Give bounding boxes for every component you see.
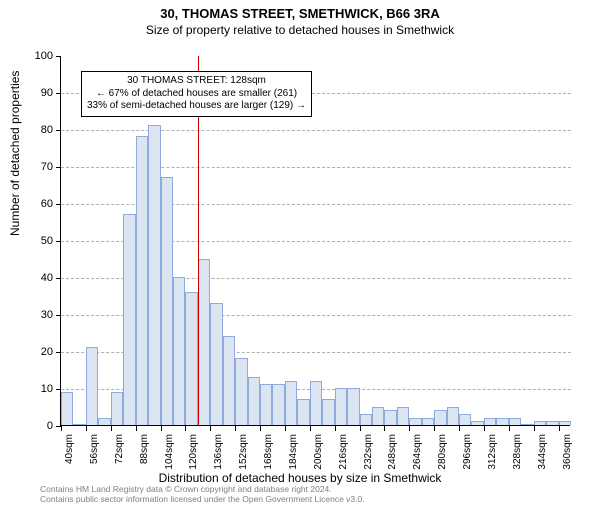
x-tick-label: 88sqm <box>139 404 150 434</box>
x-tick <box>484 426 485 431</box>
y-tick-label: 40 <box>21 272 53 284</box>
x-tick-label: 152sqm <box>238 398 249 434</box>
x-tick-label: 168sqm <box>263 398 274 434</box>
histogram-bar <box>397 407 409 426</box>
y-tick-label: 60 <box>21 198 53 210</box>
x-tick-label: 328sqm <box>512 398 523 434</box>
gridline <box>61 130 571 131</box>
annotation-line-1: 30 THOMAS STREET: 128sqm <box>127 75 266 86</box>
y-tick-label: 90 <box>21 87 53 99</box>
x-tick-label: 248sqm <box>387 398 398 434</box>
histogram-bar <box>161 177 173 425</box>
histogram-bar <box>272 384 284 425</box>
page-subtitle: Size of property relative to detached ho… <box>0 23 600 37</box>
y-tick <box>56 352 61 353</box>
x-tick <box>235 426 236 431</box>
y-tick-label: 70 <box>21 161 53 173</box>
histogram-bar <box>98 418 110 425</box>
histogram-bar <box>198 259 210 426</box>
y-tick-label: 50 <box>21 235 53 247</box>
x-tick <box>509 426 510 431</box>
y-tick-label: 100 <box>21 50 53 62</box>
histogram-bar <box>322 399 334 425</box>
footer-line-1: Contains HM Land Registry data © Crown c… <box>40 484 332 494</box>
x-tick <box>459 426 460 431</box>
x-tick-label: 72sqm <box>114 404 125 434</box>
y-tick <box>56 315 61 316</box>
footer-attribution: Contains HM Land Registry data © Crown c… <box>0 484 600 504</box>
histogram-bar <box>471 421 483 425</box>
histogram-bar <box>148 125 160 425</box>
plot-area: 010203040506070809010040sqm56sqm72sqm88s… <box>60 56 570 426</box>
histogram-bar <box>297 399 309 425</box>
x-tick <box>534 426 535 431</box>
y-tick-label: 80 <box>21 124 53 136</box>
x-tick-label: 360sqm <box>562 398 573 434</box>
histogram-bar <box>223 336 235 425</box>
y-tick <box>56 130 61 131</box>
histogram-bar <box>447 407 459 426</box>
x-tick-label: 104sqm <box>164 398 175 434</box>
y-tick-label: 20 <box>21 346 53 358</box>
x-tick-label: 344sqm <box>537 398 548 434</box>
histogram-bar <box>136 136 148 425</box>
x-tick-label: 200sqm <box>313 398 324 434</box>
y-tick-label: 10 <box>21 383 53 395</box>
x-tick <box>185 426 186 431</box>
x-tick-label: 184sqm <box>288 398 299 434</box>
annotation-box: 30 THOMAS STREET: 128sqm ← 67% of detache… <box>81 71 312 117</box>
annotation-line-3: 33% of semi-detached houses are larger (… <box>87 100 306 111</box>
x-tick <box>360 426 361 431</box>
x-tick <box>559 426 560 431</box>
x-tick-label: 296sqm <box>462 398 473 434</box>
histogram-bar <box>422 418 434 425</box>
x-tick-label: 56sqm <box>89 404 100 434</box>
x-tick-label: 312sqm <box>487 398 498 434</box>
x-tick <box>136 426 137 431</box>
y-tick-label: 0 <box>21 420 53 432</box>
x-tick <box>285 426 286 431</box>
x-tick <box>161 426 162 431</box>
histogram-bar <box>123 214 135 425</box>
x-tick-label: 40sqm <box>64 404 75 434</box>
x-tick-label: 216sqm <box>338 398 349 434</box>
annotation-line-2: ← 67% of detached houses are smaller (26… <box>96 88 297 99</box>
y-tick <box>56 93 61 94</box>
x-tick-label: 280sqm <box>437 398 448 434</box>
x-tick <box>61 426 62 431</box>
y-tick <box>56 241 61 242</box>
y-tick <box>56 389 61 390</box>
y-tick <box>56 56 61 57</box>
y-tick <box>56 167 61 168</box>
histogram-bar <box>73 424 85 425</box>
y-axis-label: Number of detached properties <box>8 71 22 236</box>
x-tick <box>260 426 261 431</box>
histogram-bar <box>521 424 533 425</box>
x-tick <box>434 426 435 431</box>
page-title: 30, THOMAS STREET, SMETHWICK, B66 3RA <box>0 6 600 21</box>
x-tick <box>86 426 87 431</box>
x-tick <box>111 426 112 431</box>
y-tick <box>56 278 61 279</box>
x-tick-label: 232sqm <box>363 398 374 434</box>
x-tick <box>310 426 311 431</box>
x-tick <box>409 426 410 431</box>
histogram-bar <box>248 377 260 425</box>
x-tick <box>335 426 336 431</box>
x-tick <box>384 426 385 431</box>
histogram-bar <box>496 418 508 425</box>
x-tick <box>210 426 211 431</box>
footer-line-2: Contains public sector information licen… <box>40 494 365 504</box>
x-tick-label: 136sqm <box>213 398 224 434</box>
y-tick <box>56 204 61 205</box>
x-tick-label: 264sqm <box>412 398 423 434</box>
y-tick-label: 30 <box>21 309 53 321</box>
